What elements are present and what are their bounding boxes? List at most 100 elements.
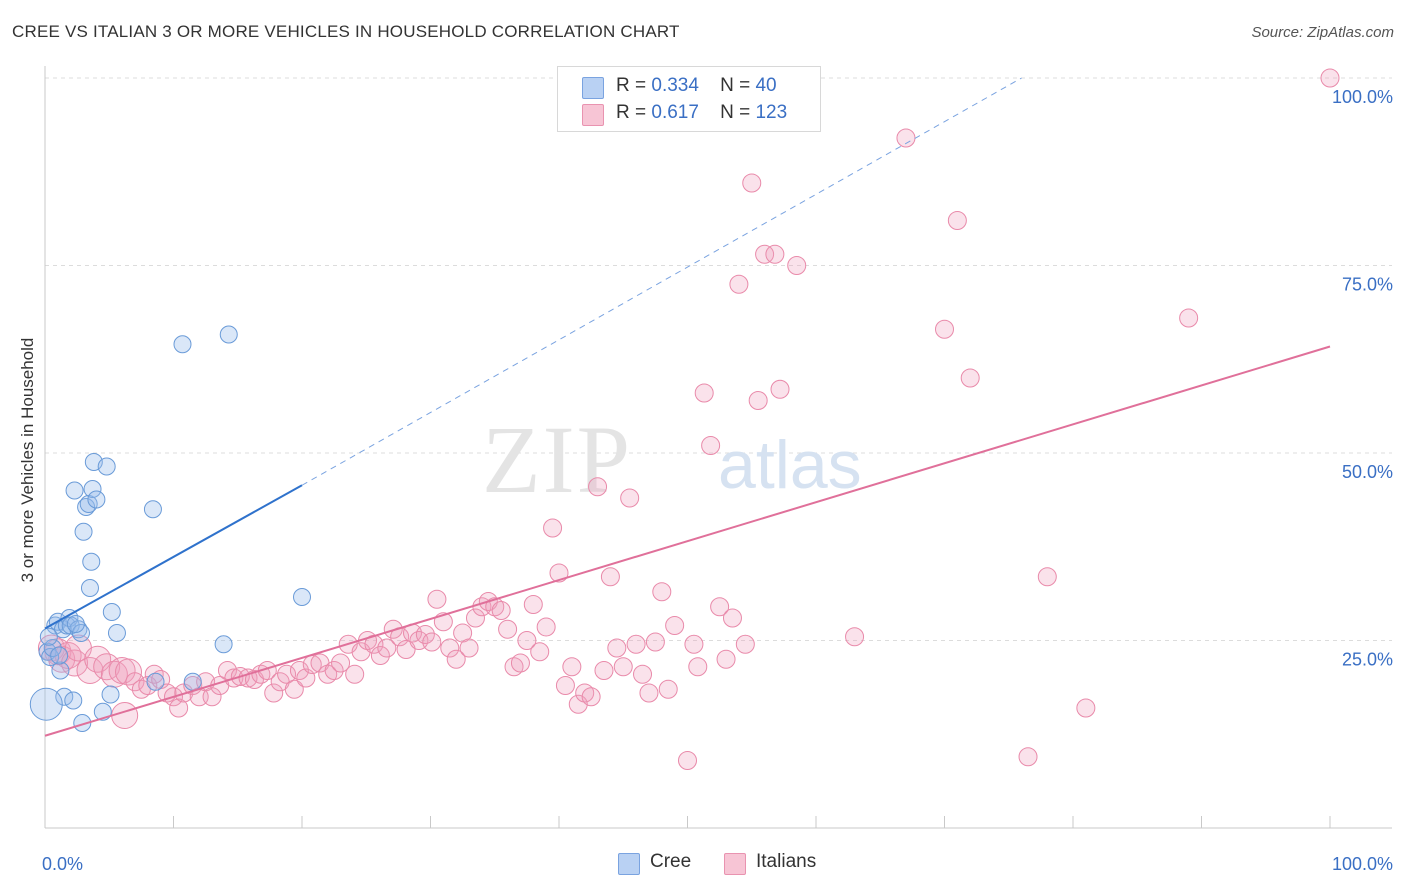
italians-point	[144, 664, 164, 684]
italians-point	[543, 518, 563, 538]
italians-point	[491, 601, 511, 620]
cree-trend-extension	[301, 77, 1022, 486]
legend-label-cree: Cree	[650, 851, 692, 872]
italians-point	[427, 589, 447, 609]
italians-point	[645, 632, 665, 652]
cree-point	[183, 672, 202, 691]
italians-point	[581, 687, 601, 707]
italians-point	[742, 173, 762, 193]
watermark-atlas: atlas	[718, 427, 862, 503]
italians-point	[960, 368, 980, 388]
italians-point	[530, 642, 550, 662]
italians-point	[459, 638, 479, 658]
x-tick-label: 100.0%	[1332, 854, 1393, 874]
italians-point	[1037, 567, 1057, 587]
italians-point	[896, 128, 916, 148]
italians-point	[613, 657, 633, 677]
italians-point	[947, 211, 967, 230]
italians-point	[694, 383, 714, 403]
italians-point	[277, 664, 297, 684]
italians-point	[688, 657, 708, 677]
cree-point	[64, 691, 83, 710]
cree-swatch	[582, 77, 604, 99]
cree-point	[146, 672, 165, 691]
italians-point	[701, 436, 721, 455]
cree-point	[107, 624, 126, 642]
italians-point	[125, 672, 145, 692]
italians-trend-line	[44, 345, 1331, 737]
trend-lines	[44, 77, 1331, 737]
y-tick-label: 100.0%	[1332, 87, 1393, 107]
italians-point	[284, 679, 304, 699]
r-value: 0.334	[651, 75, 699, 96]
italians-point	[131, 679, 151, 699]
cree-point	[87, 490, 106, 509]
cree-point	[29, 687, 63, 721]
italians-point	[607, 638, 627, 658]
r-label: R =	[616, 75, 647, 96]
y-tick-label: 50.0%	[1342, 462, 1393, 482]
italians-point	[684, 634, 704, 654]
cree-swatch	[618, 853, 640, 875]
n-label: N =	[720, 75, 751, 96]
italians-point	[1018, 747, 1038, 767]
italians-point	[633, 664, 653, 684]
y-axis-label: 3 or more Vehicles in Household	[18, 337, 37, 583]
cree-point	[55, 687, 74, 706]
italians-point	[626, 634, 646, 654]
cree-point	[74, 522, 93, 541]
italians-point	[549, 563, 569, 583]
italians-point	[716, 649, 736, 669]
italians-point	[722, 608, 742, 628]
italians-swatch	[724, 853, 746, 875]
cree-point	[214, 635, 233, 654]
cree-point	[102, 603, 121, 621]
italians-point	[498, 619, 518, 639]
italians-point	[517, 631, 537, 650]
italians-point	[324, 661, 344, 680]
italians-point	[755, 244, 775, 264]
italians-point	[639, 683, 659, 703]
cree-point	[50, 646, 69, 665]
italians-point	[440, 638, 460, 658]
italians-point	[523, 595, 543, 614]
italians-point	[264, 683, 284, 703]
watermark-zip: ZIP	[482, 406, 632, 513]
italians-point	[202, 687, 222, 707]
italians-point	[935, 319, 954, 339]
cree-point	[73, 714, 92, 732]
y-tick-label: 75.0%	[1342, 275, 1393, 295]
italians-point	[536, 617, 556, 637]
italians-point	[485, 597, 505, 617]
cree-point	[83, 480, 102, 498]
cree-point	[82, 552, 101, 571]
italians-point	[748, 391, 768, 410]
n-value: 40	[755, 75, 777, 96]
italians-point	[465, 608, 485, 628]
italians-point	[678, 751, 697, 770]
cree-point	[65, 481, 84, 500]
italians-point	[345, 664, 365, 684]
italians-point	[377, 638, 397, 658]
x-tick-label: 0.0%	[42, 854, 83, 874]
cree-point	[71, 624, 90, 642]
italians-point	[729, 274, 749, 294]
italians-point	[510, 653, 530, 673]
italians-point	[289, 661, 309, 680]
italians-swatch	[582, 104, 604, 126]
italians-point	[169, 698, 189, 718]
cree-point	[219, 325, 238, 344]
italians-point	[562, 657, 582, 677]
gridlines	[45, 77, 1392, 641]
n-label: N =	[720, 102, 751, 123]
cree-point	[101, 685, 120, 704]
italians-point	[415, 625, 435, 644]
cree-point	[43, 639, 62, 657]
italians-point	[1076, 698, 1096, 718]
italians-point	[588, 477, 608, 497]
cree-trend-line	[44, 484, 303, 630]
cree-point	[143, 500, 162, 519]
stats-legend: R = 0.334 N = 40 R = 0.617 N = 123	[557, 66, 821, 132]
italians-point	[115, 658, 143, 686]
